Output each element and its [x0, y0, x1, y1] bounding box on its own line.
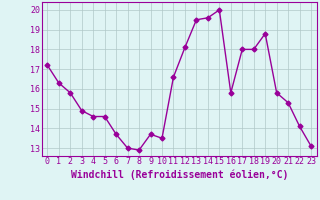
X-axis label: Windchill (Refroidissement éolien,°C): Windchill (Refroidissement éolien,°C): [70, 169, 288, 180]
